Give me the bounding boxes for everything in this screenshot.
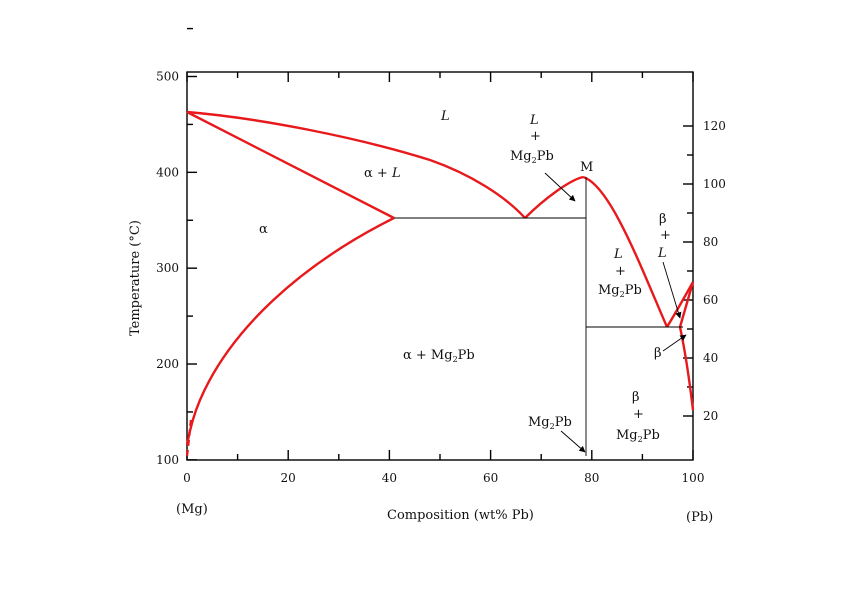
x-tick-label: 20 — [281, 471, 296, 485]
x-tick-label: 60 — [483, 471, 498, 485]
liquidus-left — [186, 110, 526, 219]
label-M: M — [580, 160, 593, 175]
y-tick-label: 400 — [156, 165, 179, 179]
svg-text:+: + — [633, 407, 644, 422]
x-end-label-right: (Pb) — [686, 510, 713, 525]
right-tick-label: 100 — [703, 177, 726, 191]
y-tick-label: 500 — [156, 70, 179, 84]
svg-text:+: + — [530, 129, 541, 144]
solidus-alpha — [186, 110, 395, 220]
x-tick-label: 0 — [183, 471, 191, 485]
label-beta: β — [654, 346, 662, 361]
svg-text:Mg2Pb: Mg2Pb — [510, 149, 554, 165]
right-tick-label: 20 — [703, 409, 718, 423]
alpha-edge-dash — [185, 419, 193, 457]
invariant-lines — [394, 177, 683, 456]
svg-text:β: β — [659, 212, 667, 227]
arrow-L-mg2pb — [544, 172, 576, 202]
svg-text:β: β — [632, 390, 640, 405]
label-beta-mg2pb: β + Mg2Pb — [616, 390, 660, 444]
solvus-alpha — [185, 216, 395, 446]
arrow-mg2pb — [560, 430, 586, 453]
label-alpha: α — [259, 222, 268, 237]
solvus-beta — [678, 326, 695, 411]
solidus-beta — [678, 281, 695, 328]
y-tick-label: 300 — [156, 261, 179, 275]
svg-text:Mg2Pb: Mg2Pb — [598, 283, 642, 299]
phase-boundaries — [185, 110, 695, 457]
label-L-mg2pb-right: L + Mg2Pb — [598, 247, 642, 299]
svg-text:L: L — [529, 113, 539, 128]
y-tick-label: 100 — [156, 453, 179, 467]
y-tick-label: 200 — [156, 357, 179, 371]
right-tick-label: 60 — [703, 293, 718, 307]
x-tick-label: 100 — [682, 471, 705, 485]
label-L: L — [440, 109, 450, 124]
label-alpha-mg2pb: α + Mg2Pb — [403, 348, 475, 364]
y-axis-title: Temperature (°C) — [128, 220, 143, 336]
arrow-beta — [662, 334, 687, 352]
label-alpha-L: α + L — [364, 166, 401, 181]
liquidus-M-right — [582, 175, 669, 328]
label-L-mg2pb-top: L + Mg2Pb — [510, 113, 554, 165]
liquidus-M-left — [524, 175, 584, 219]
right-tick-label: 80 — [703, 235, 718, 249]
x-tick-label: 80 — [584, 471, 599, 485]
svg-text:+: + — [615, 264, 626, 279]
svg-text:Mg2Pb: Mg2Pb — [616, 428, 660, 444]
label-mg2pb-compound: Mg2Pb — [528, 415, 572, 431]
x-axis-title: Composition (wt% Pb) — [387, 508, 534, 523]
right-tick-label: 40 — [703, 351, 718, 365]
svg-text:+: + — [660, 228, 671, 243]
right-tick-label: 120 — [703, 119, 726, 133]
svg-text:L: L — [613, 247, 623, 262]
x-end-label-left: (Mg) — [176, 502, 208, 517]
arrow-beta-L — [662, 261, 682, 319]
label-beta-L: β + L — [657, 212, 671, 261]
svg-text:L: L — [657, 246, 667, 261]
x-tick-label: 40 — [382, 471, 397, 485]
